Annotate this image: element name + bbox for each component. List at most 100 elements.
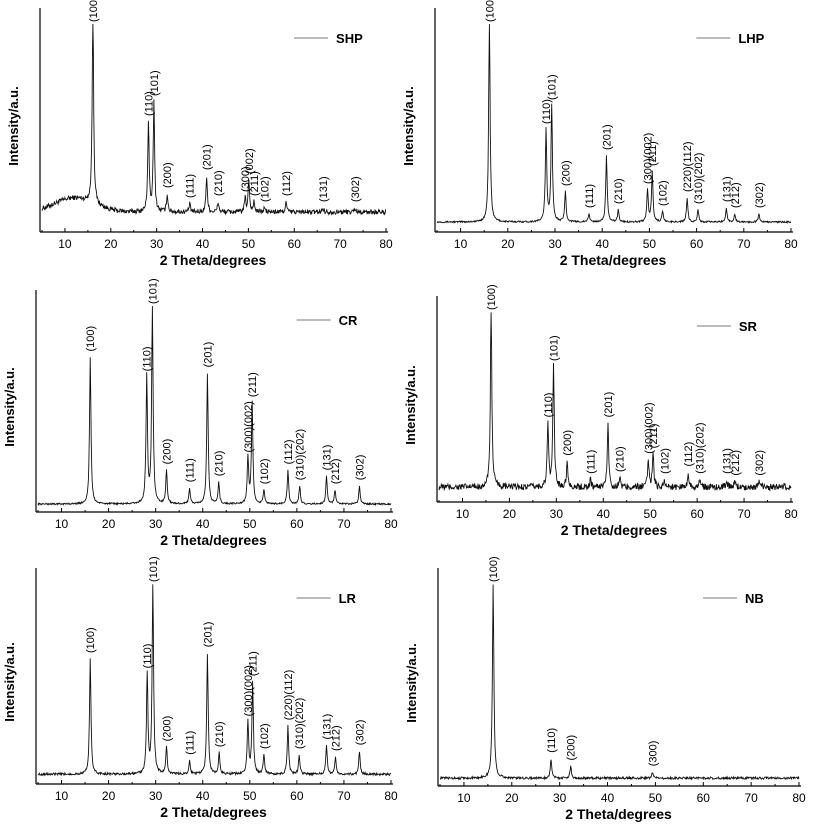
xrd-panel-sr: 10 20 30 40 50 60 70 80 2 Theta/degrees Intensity… (403, 284, 798, 538)
x-tick-label: 50 (242, 237, 256, 251)
y-axis-label: Intensity/a.u. (404, 643, 419, 722)
peak-label: (110) (143, 91, 155, 116)
x-axis-label: 2 Theta/degrees (160, 804, 267, 820)
peak-label: (302) (754, 450, 766, 476)
x-tick-label: 20 (503, 507, 517, 521)
y-axis-label: Intensity/a.u. (6, 86, 21, 165)
xrd-trace-shp (41, 23, 387, 216)
xrd-trace-nb (439, 584, 800, 781)
x-tick-label: 70 (333, 237, 347, 251)
peak-label: (112) (281, 171, 293, 196)
x-tick-label: 80 (784, 507, 798, 521)
peak-label: (100) (488, 556, 500, 582)
y-axis-label: Intensity/a.u. (2, 642, 17, 721)
peak-label: (100) (88, 0, 100, 22)
peak-label: (310)(202) (294, 698, 306, 749)
x-tick-label: 80 (784, 237, 798, 251)
x-tick-label: 60 (290, 789, 304, 803)
peak-label: (101) (148, 556, 160, 582)
peak-label: (200) (566, 735, 578, 761)
x-tick-label: 40 (196, 237, 210, 251)
peak-label: (220)(112) (283, 670, 295, 721)
x-axis-label: 2 Theta/degrees (565, 806, 672, 822)
peak-label: (200) (162, 162, 174, 188)
peak-label: (201) (202, 342, 214, 368)
legend-label: LHP (738, 31, 764, 46)
peak-label: (300) (240, 166, 252, 192)
xrd-panel-lhp: 10 20 30 40 50 60 70 80 2 Theta/degrees Intensity… (401, 0, 798, 268)
x-tick-label: 70 (737, 507, 751, 521)
peak-label: (212) (330, 725, 342, 751)
x-tick-label: 80 (792, 791, 806, 805)
peak-label: (212) (330, 458, 342, 484)
peak-label: (101) (147, 278, 159, 304)
xrd-panel-shp: 10 20 30 40 50 60 70 80 2 Theta/degrees Intensity… (6, 0, 393, 268)
xrd-trace-sr (438, 312, 792, 492)
peak-label: (111) (586, 450, 598, 474)
peak-label: (200) (161, 716, 173, 742)
x-tick-label: 40 (196, 517, 210, 531)
peak-label: (131) (322, 714, 334, 740)
peak-label: (111) (584, 184, 596, 208)
x-tick-label: 30 (150, 237, 164, 251)
x-tick-label: 70 (337, 789, 351, 803)
peak-label: (200) (161, 439, 173, 465)
peak-label: (302) (350, 176, 362, 202)
peak-label: (102) (658, 180, 670, 206)
x-axis-label: 2 Theta/degrees (561, 522, 668, 538)
x-tick-label: 30 (149, 789, 163, 803)
x-tick-label: 40 (196, 789, 210, 803)
xrd-trace-cr (37, 305, 392, 507)
legend-label: NB (745, 591, 764, 606)
peak-label: (210) (213, 170, 225, 196)
peak-label: (302) (354, 720, 366, 746)
legend-label: SHP (336, 31, 363, 46)
peak-label: (110) (142, 346, 154, 371)
xrd-trace-lhp (436, 23, 792, 225)
xrd-panel-cr: 10 20 30 40 50 60 70 80 2 Theta/degrees Intensity… (2, 278, 398, 548)
x-tick-label: 50 (243, 517, 257, 531)
peak-label: (100) (85, 627, 97, 653)
peak-label: (300)(002) (643, 133, 655, 184)
x-tick-label: 80 (384, 517, 398, 531)
peak-label: (101) (149, 70, 161, 96)
peak-label: (212) (730, 450, 742, 476)
peak-label: (212) (730, 182, 742, 208)
x-tick-label: 50 (643, 237, 657, 251)
x-tick-label: 70 (744, 791, 758, 805)
peak-label: (200) (562, 430, 574, 456)
x-tick-label: 30 (553, 791, 567, 805)
peak-label: (110) (541, 99, 553, 124)
peak-label: (211) (647, 141, 659, 166)
peak-label: (302) (754, 182, 766, 208)
peak-label: (310)(202) (693, 153, 705, 204)
peak-label: (131) (721, 176, 733, 202)
peak-label: (300)(002) (243, 665, 255, 716)
xrd-panel-lr: 10 20 30 40 50 60 70 80 2 Theta/degrees Intensity… (2, 556, 398, 820)
legend-label: LR (339, 591, 357, 606)
x-axis-label: 2 Theta/degrees (560, 252, 667, 268)
x-tick-label: 40 (597, 507, 611, 521)
peak-label: (131) (722, 448, 734, 474)
peak-label: (102) (659, 448, 671, 474)
x-tick-label: 10 (456, 507, 470, 521)
x-tick-label: 50 (649, 791, 663, 805)
peak-label: (102) (259, 723, 271, 749)
peak-label: (102) (259, 176, 271, 202)
x-tick-label: 50 (243, 789, 257, 803)
x-tick-label: 60 (697, 791, 711, 805)
peak-label: (210) (214, 721, 226, 747)
peak-label: (201) (202, 144, 214, 170)
x-tick-label: 30 (550, 507, 564, 521)
peak-label: (200) (560, 160, 572, 186)
y-axis-label: Intensity/a.u. (403, 365, 418, 444)
peak-label: (300) (648, 741, 660, 767)
peak-label: (201) (603, 392, 615, 418)
x-tick-label: 10 (55, 789, 69, 803)
peak-label: (100) (484, 0, 496, 22)
xrd-trace-lr (37, 584, 392, 777)
x-tick-label: 10 (58, 237, 72, 251)
x-tick-label: 60 (690, 237, 704, 251)
x-tick-label: 40 (601, 791, 615, 805)
peak-label: (101) (549, 335, 561, 361)
